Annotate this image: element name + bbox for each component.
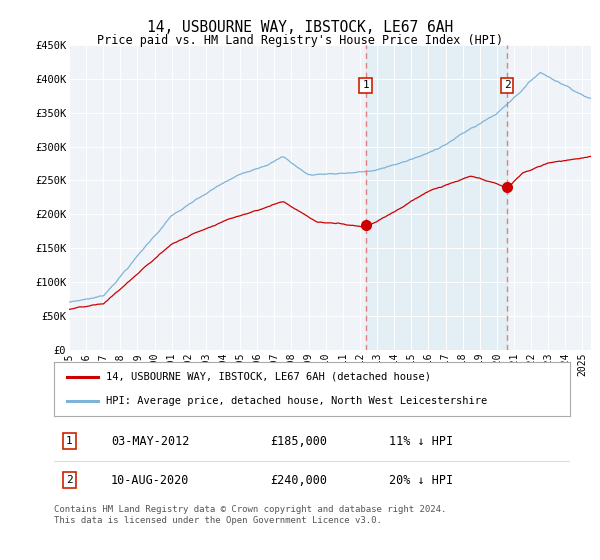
Text: 1: 1 [66,436,73,446]
Bar [365,45,507,350]
Text: £185,000: £185,000 [271,435,328,447]
Text: 10-AUG-2020: 10-AUG-2020 [111,474,189,487]
Text: Price paid vs. HM Land Registry's House Price Index (HPI): Price paid vs. HM Land Registry's House … [97,34,503,46]
Text: 2: 2 [66,475,73,485]
Text: 14, USBOURNE WAY, IBSTOCK, LE67 6AH (detached house): 14, USBOURNE WAY, IBSTOCK, LE67 6AH (det… [106,372,431,382]
Text: Contains HM Land Registry data © Crown copyright and database right 2024.
This d: Contains HM Land Registry data © Crown c… [54,505,446,525]
Text: £240,000: £240,000 [271,474,328,487]
Text: 11% ↓ HPI: 11% ↓ HPI [389,435,454,447]
Text: 03-MAY-2012: 03-MAY-2012 [111,435,189,447]
Text: 14, USBOURNE WAY, IBSTOCK, LE67 6AH: 14, USBOURNE WAY, IBSTOCK, LE67 6AH [147,20,453,35]
Text: 20% ↓ HPI: 20% ↓ HPI [389,474,454,487]
Text: 2: 2 [504,81,511,91]
Text: 1: 1 [362,81,369,91]
Text: HPI: Average price, detached house, North West Leicestershire: HPI: Average price, detached house, Nort… [106,396,487,406]
